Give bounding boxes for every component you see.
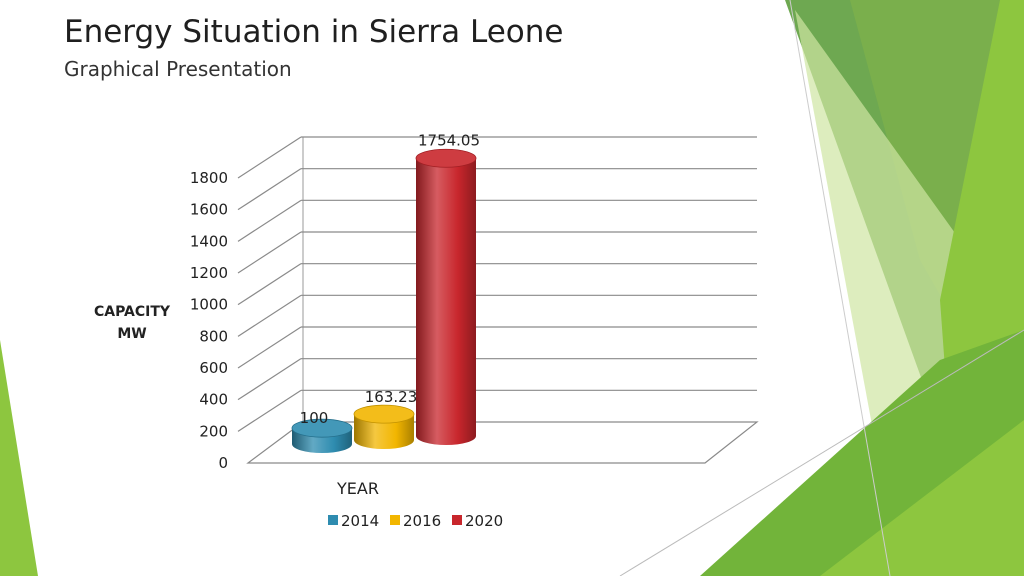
gridline-diagonal [237,231,302,274]
deco-shape-left [0,340,38,576]
gridline-diagonal [237,326,302,369]
chart-gridlines [237,136,757,432]
page-title: Energy Situation in Sierra Leone [64,14,564,50]
bar-2020 [416,158,476,445]
y-tick-label: 1000 [190,296,228,314]
deco-line [619,329,1024,576]
y-tick-label: 600 [199,359,228,377]
bar-top-2014 [291,418,353,438]
deco-line2 [789,0,891,576]
legend: 2014 2016 2020 [328,512,503,530]
page-subtitle: Graphical Presentation [64,57,292,81]
y-tick-label: 1400 [190,232,228,250]
deco-shape-bottom2 [820,420,1024,576]
y-tick-label: 1200 [190,264,228,282]
y-axis-label-line2: MW [117,326,146,342]
legend-label-2014: 2014 [341,512,379,530]
bar-top-2020 [415,148,477,168]
y-tick-label: 1800 [190,169,228,187]
gridline-diagonal [237,199,302,242]
gridline-diagonal [237,358,302,401]
legend-swatch-2020 [452,515,462,525]
data-label-2020: 1754.05 [418,131,480,149]
chart-bars [291,148,477,453]
gridline-diagonal [237,168,302,211]
data-label-2016: 163.23 [365,388,418,406]
y-tick-label: 1600 [190,201,228,219]
data-label-2014: 100 [300,409,329,427]
y-tick-label: 0 [218,454,228,472]
y-axis-ticks: 0 200 400 600 800 1000 1200 1400 1600 1800 [190,169,228,472]
x-axis-label: YEAR [336,479,379,498]
y-tick-label: 800 [199,327,228,345]
legend-label-2020: 2020 [465,512,503,530]
y-axis-label-line1: CAPACITY [94,304,171,320]
gridline-diagonal [237,263,302,306]
legend-label-2016: 2016 [403,512,441,530]
data-labels: 100 163.23 1754.05 [300,131,480,427]
legend-swatch-2016 [390,515,400,525]
bar-top-2016 [353,404,415,424]
y-tick-label: 400 [199,391,228,409]
bar-2016 [354,414,414,449]
gridline-diagonal [237,294,302,337]
gridline-diagonal [237,389,302,432]
legend-swatch-2014 [328,515,338,525]
gridline-diagonal [237,136,302,179]
y-tick-label: 200 [199,422,228,440]
